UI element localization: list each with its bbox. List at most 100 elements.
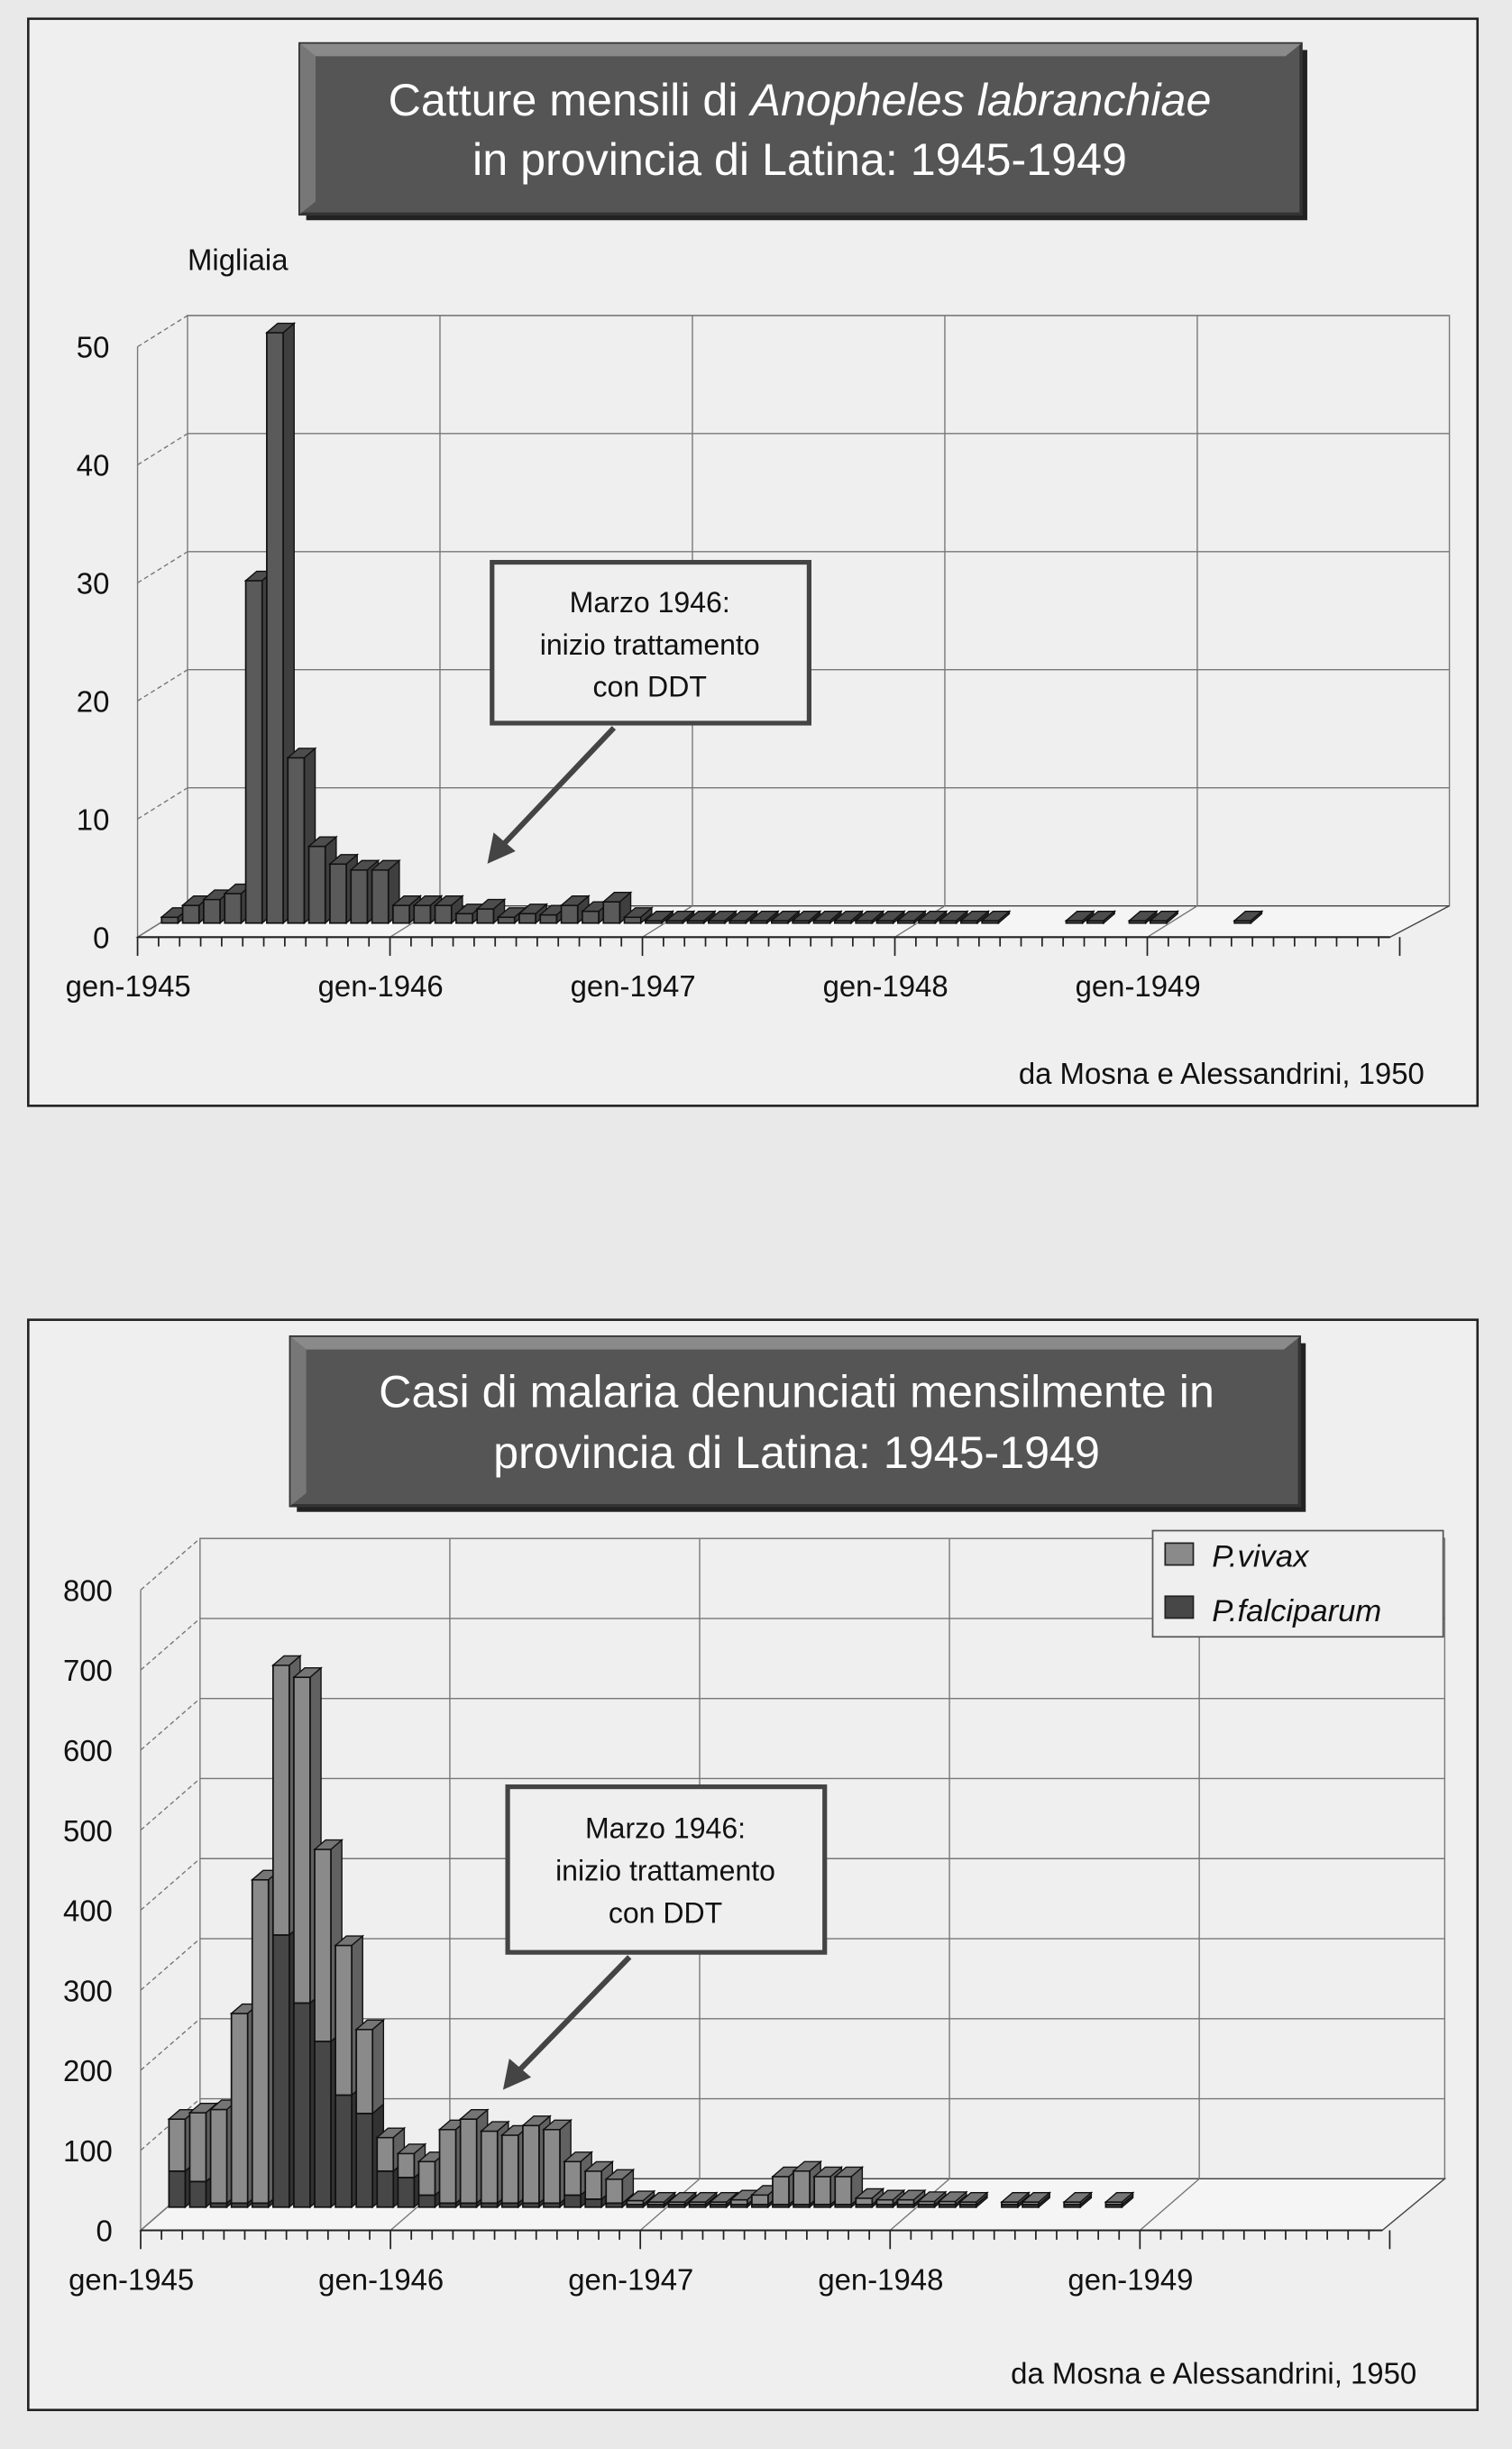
bar-pvivax (271, 1664, 290, 1936)
bar-pvivax (751, 2194, 769, 2206)
y-side-gridline (140, 1777, 201, 1831)
bar-pfalciparum (397, 2177, 416, 2208)
bar-top (375, 2127, 407, 2139)
annotation-line: con DDT (593, 671, 707, 703)
bar-pfalciparum (168, 2169, 187, 2208)
bar-top (1000, 2192, 1031, 2203)
bar-anopheleslabranchiae (181, 904, 200, 924)
bar-pvivax (417, 2160, 436, 2197)
legend-swatch-falciparum (1164, 1595, 1195, 1619)
bar-pvivax (855, 2197, 874, 2206)
bar-top (938, 910, 969, 922)
bar-anopheleslabranchiae (497, 916, 516, 924)
x-tick-label: gen-1948 (823, 969, 948, 1003)
bar-pfalciparum (355, 2113, 374, 2208)
source-note: da Mosna e Alessandrini, 1950 (1011, 2356, 1416, 2389)
bar-group (854, 910, 885, 925)
bar-top (270, 1655, 302, 1666)
bar-pvivax (543, 2128, 561, 2205)
bar-top (687, 2192, 719, 2203)
bar-group (687, 2191, 719, 2209)
bar-top (937, 2191, 968, 2203)
bar-group (604, 2168, 636, 2209)
bar-top (622, 907, 654, 918)
bar-top (664, 910, 696, 922)
bar-pvivax (355, 2028, 374, 2114)
bar-group (1233, 910, 1264, 925)
bar-group (1085, 910, 1117, 925)
bar-top (286, 748, 317, 759)
bar-anopheleslabranchiae (287, 757, 306, 924)
bar-top (1233, 910, 1264, 922)
y-tick-label: 40 (77, 449, 110, 482)
annotation-arrow (502, 1955, 632, 2090)
x-tick-label: gen-1949 (1076, 969, 1201, 1003)
bar-anopheleslabranchiae (224, 893, 243, 924)
bar-group (980, 910, 1012, 925)
bar-top (811, 910, 843, 922)
bar-pvivax (772, 2176, 790, 2206)
bar-group (958, 2191, 989, 2209)
bar-pvivax (376, 2136, 395, 2172)
x-tick-label: gen-1946 (318, 2262, 444, 2296)
bar-pfalciparum (314, 2041, 332, 2208)
bar-pfalciparum (188, 2180, 207, 2208)
bar-pfalciparum (376, 2169, 395, 2208)
legend-swatch-vivax (1164, 1542, 1195, 1566)
bar-top (265, 322, 297, 334)
bar-top (433, 894, 464, 906)
y-side-gridline (137, 551, 188, 584)
bar-group (559, 894, 591, 925)
bar-group (811, 910, 843, 925)
bar-anopheleslabranchiae (307, 845, 326, 924)
bar-group (1000, 2191, 1031, 2209)
bar-anopheleslabranchiae (329, 863, 347, 924)
bar-group (1062, 2191, 1094, 2209)
bar-group (622, 906, 654, 925)
bar-anopheleslabranchiae (266, 332, 284, 924)
bar-pvivax (480, 2130, 499, 2205)
bar-group (334, 1934, 365, 2209)
bar-pvivax (459, 2118, 478, 2205)
bar-top (895, 2189, 927, 2201)
bar-pvivax (584, 2169, 603, 2200)
bar-top (833, 2166, 865, 2178)
bar-top (563, 2151, 594, 2162)
y-tick-label: 20 (77, 685, 110, 719)
bar-top (412, 894, 444, 906)
bar-group (265, 322, 297, 925)
y-axis-label: Migliaia (188, 243, 289, 277)
bar-pvivax (209, 2108, 228, 2205)
bar-top (391, 894, 423, 906)
bar-anopheleslabranchiae (476, 908, 495, 924)
bar-pfalciparum (293, 2002, 311, 2208)
x-tick-label: gen-1948 (818, 2262, 943, 2296)
bar-top (1085, 910, 1117, 922)
bar-top (583, 2160, 615, 2172)
bar-top (980, 910, 1012, 922)
bar-pvivax (875, 2198, 894, 2206)
y-side-gridline (140, 1857, 201, 1911)
bar-pvivax (438, 2128, 457, 2205)
annotation-line: con DDT (609, 1896, 722, 1929)
bar-pfalciparum (271, 1934, 290, 2208)
bar-pvivax (397, 2152, 416, 2178)
x-tick-label: gen-1945 (66, 969, 191, 1003)
chart-title-line1: Casi di malaria denunciati mensilmente i… (379, 1367, 1214, 1417)
y-tick-label: 300 (63, 1974, 113, 2007)
bar-anopheleslabranchiae (434, 904, 453, 924)
bar-top (328, 854, 360, 865)
bar-pfalciparum (417, 2194, 436, 2208)
bar-group (1021, 2191, 1052, 2209)
bar-group (1064, 910, 1095, 925)
bar-top (349, 859, 380, 871)
bar-group (685, 910, 717, 925)
x-floor-gridline (1139, 2178, 1200, 2232)
bar-top (854, 2188, 885, 2199)
bar-top (875, 910, 906, 922)
bar-group (895, 910, 928, 925)
x-tick-label: gen-1947 (571, 969, 696, 1003)
bar-group (644, 910, 675, 925)
y-tick-label: 0 (96, 2215, 113, 2248)
bar-pvivax (251, 1878, 270, 2205)
